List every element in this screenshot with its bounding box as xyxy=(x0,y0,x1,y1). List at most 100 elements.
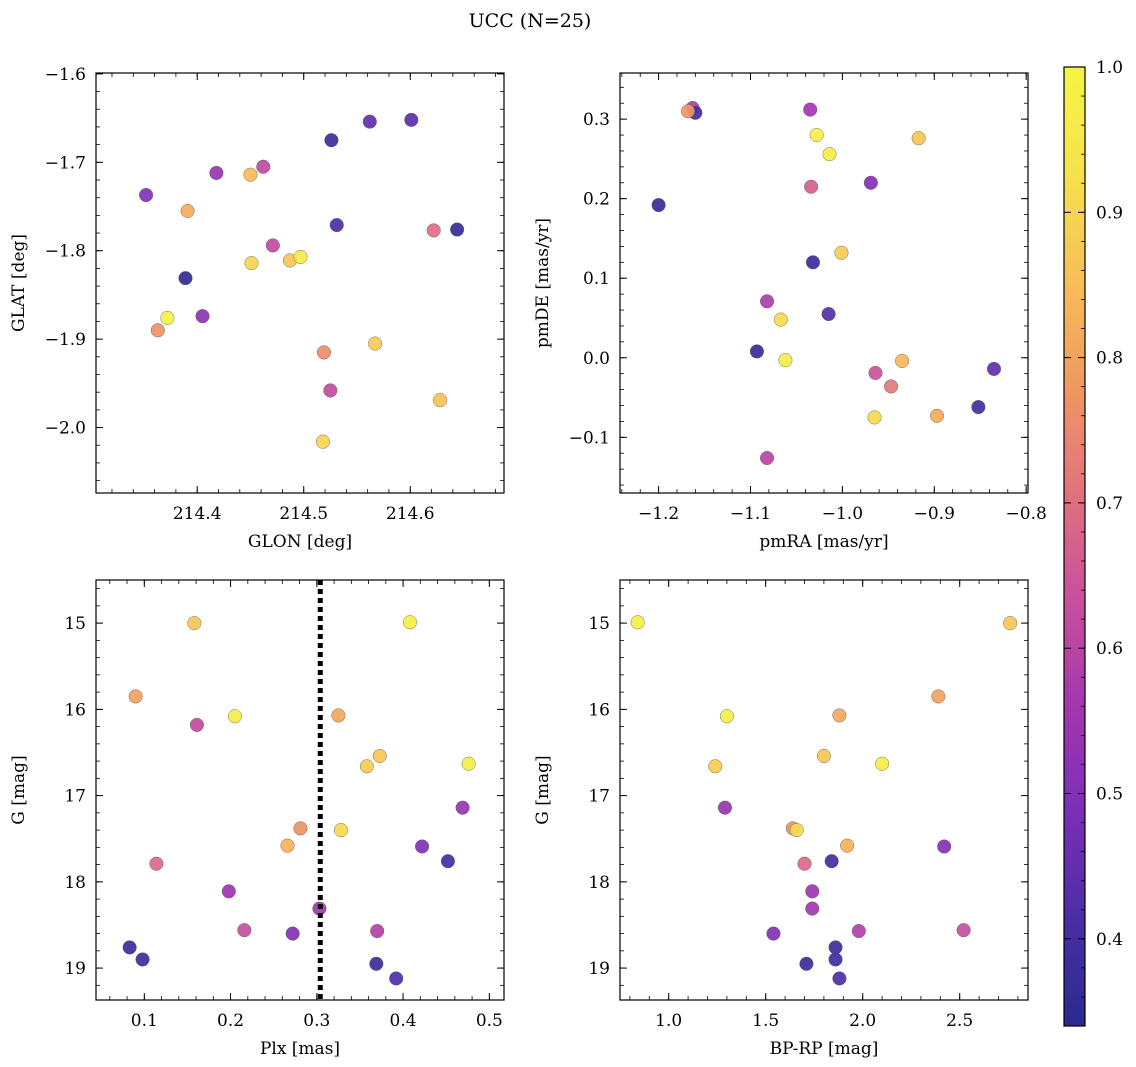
data-point xyxy=(834,245,849,260)
data-point xyxy=(389,971,404,986)
x-tick-label: −0.8 xyxy=(1006,504,1047,524)
data-point xyxy=(840,838,855,853)
data-point xyxy=(630,615,645,630)
y-tick-label: 0.0 xyxy=(583,349,610,369)
colorbar-tick-label: 0.5 xyxy=(1096,785,1123,805)
colorbar-tick-label: 0.4 xyxy=(1096,930,1123,950)
data-point xyxy=(832,708,847,723)
y-tick-label: −1.9 xyxy=(45,330,86,350)
x-axis-label: Plx [mas] xyxy=(260,1039,340,1059)
data-point xyxy=(256,159,271,174)
y-axis-label: G [mag] xyxy=(9,755,29,824)
data-point xyxy=(805,901,820,916)
y-axis-label: pmDE [mas/yr] xyxy=(533,218,553,348)
data-point xyxy=(209,165,224,180)
data-point xyxy=(760,294,775,309)
data-point xyxy=(681,104,696,119)
y-tick-label: 0.3 xyxy=(583,110,610,130)
colorbar-tick-label: 0.9 xyxy=(1096,203,1123,223)
x-axis-label: pmRA [mas/yr] xyxy=(759,532,888,552)
data-point xyxy=(150,323,165,338)
data-point xyxy=(868,365,883,380)
data-point xyxy=(280,838,295,853)
data-point xyxy=(461,756,476,771)
y-tick-label: 18 xyxy=(64,873,86,893)
data-point xyxy=(863,175,878,190)
x-tick-label: 214.5 xyxy=(279,504,328,524)
x-tick-label: −1.0 xyxy=(822,504,863,524)
data-point xyxy=(324,133,339,148)
data-point xyxy=(195,309,210,324)
data-point xyxy=(187,616,202,631)
colorbar-tick-label: 0.6 xyxy=(1096,639,1123,659)
data-point xyxy=(911,131,926,146)
data-point xyxy=(797,856,812,871)
data-point xyxy=(315,434,330,449)
y-tick-label: 15 xyxy=(64,614,86,634)
panel-position: 214.4 214.5 214.6 −2.0 −1.9 −1.8 −1.7 −1.6 GLON … xyxy=(9,65,505,552)
data-point xyxy=(824,854,839,869)
plot-frame xyxy=(619,579,1029,1001)
data-point xyxy=(122,940,137,955)
data-point xyxy=(244,256,259,271)
data-point xyxy=(293,821,308,836)
data-point xyxy=(180,203,195,218)
y-tick-label: 19 xyxy=(64,959,86,979)
data-point xyxy=(805,255,820,270)
data-point xyxy=(293,249,308,264)
data-point xyxy=(178,271,193,286)
data-point xyxy=(455,800,470,815)
plot-frame xyxy=(95,72,505,494)
data-point xyxy=(937,839,952,854)
y-tick-label: 18 xyxy=(588,873,610,893)
data-point xyxy=(956,923,971,938)
data-point xyxy=(851,924,866,939)
panel-color-magnitude: 1.0 1.5 2.0 2.5 15 16 17 18 19 BP-RP [mag] G [mag] xyxy=(533,579,1029,1059)
panel-plx-magnitude: 0.1 0.2 0.3 0.4 0.5 15 16 17 18 19 Plx [mas] G [mag… xyxy=(9,579,505,1059)
data-point xyxy=(331,708,346,723)
data-point xyxy=(719,709,734,724)
data-point xyxy=(832,971,847,986)
y-tick-label: −0.1 xyxy=(569,428,610,448)
data-point xyxy=(867,410,882,425)
data-point xyxy=(971,400,986,415)
data-point xyxy=(875,756,890,771)
data-point xyxy=(809,128,824,143)
data-point xyxy=(372,748,387,763)
data-point xyxy=(189,717,204,732)
data-point xyxy=(1003,616,1018,631)
data-point xyxy=(884,379,899,394)
x-tick-label: 2.5 xyxy=(946,1011,973,1031)
y-tick-label: −1.6 xyxy=(45,65,86,85)
data-point xyxy=(402,615,417,630)
y-tick-label: 19 xyxy=(588,959,610,979)
data-point xyxy=(139,188,154,203)
x-axis-label: BP-RP [mag] xyxy=(770,1039,879,1059)
x-tick-label: 0.2 xyxy=(217,1011,244,1031)
data-point xyxy=(766,926,781,941)
data-point xyxy=(708,759,723,774)
data-point xyxy=(822,147,837,162)
data-point xyxy=(227,709,242,724)
y-tick-label: 16 xyxy=(588,700,610,720)
panel-proper-motion: −1.2 −1.1 −1.0 −0.9 −0.8 −0.1 0.0 0.1 0.2 0.3 pmRA… xyxy=(533,72,1047,552)
data-point xyxy=(987,361,1002,376)
y-tick-label: 15 xyxy=(588,614,610,634)
x-tick-label: 1.5 xyxy=(752,1011,779,1031)
data-point xyxy=(760,451,775,466)
data-point xyxy=(426,223,441,238)
data-point xyxy=(651,198,666,213)
x-tick-label: 0.4 xyxy=(390,1011,417,1031)
data-point xyxy=(333,823,348,838)
data-point xyxy=(828,940,843,955)
data-point xyxy=(415,839,430,854)
colorbar-tick-label: 0.8 xyxy=(1096,349,1123,369)
plot-frame xyxy=(95,579,505,1001)
x-tick-label: −1.2 xyxy=(638,504,679,524)
x-tick-label: 0.1 xyxy=(131,1011,158,1031)
data-point xyxy=(368,336,383,351)
data-point xyxy=(329,218,344,233)
plot-frame xyxy=(619,72,1029,494)
data-point xyxy=(805,884,820,899)
